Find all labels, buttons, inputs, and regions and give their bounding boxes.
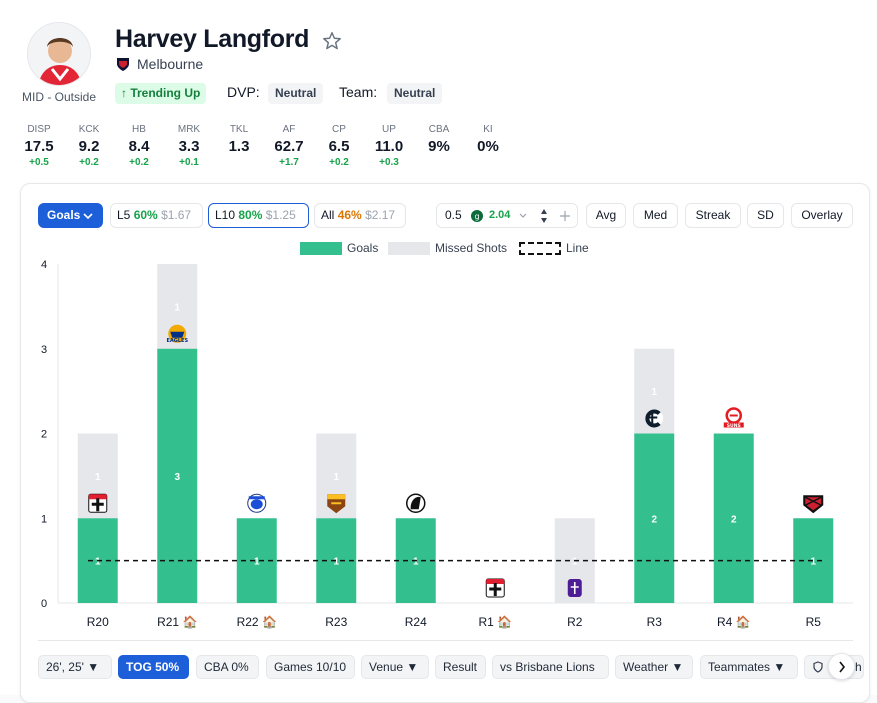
favorite-star-icon[interactable] <box>321 30 343 52</box>
plus-icon[interactable] <box>560 211 570 221</box>
stat-disp: DISP 17.5 +0.5 <box>24 124 54 168</box>
team-badge: Neutral <box>387 83 443 104</box>
weather-filter[interactable]: Weather ▼ <box>615 655 693 679</box>
player-name: Harvey Langford <box>115 25 310 53</box>
season-filter[interactable]: 26', 25' ▼ <box>38 655 112 679</box>
cba-filter[interactable]: CBA 0% <box>196 655 259 679</box>
legend-line-label: Line <box>566 241 589 255</box>
legend-goals-swatch <box>300 242 342 255</box>
bookmaker-icon: g <box>471 210 483 222</box>
stat-hb: HB 8.4 +0.2 <box>128 124 150 168</box>
svg-text:g: g <box>474 212 479 221</box>
stat-mrk: MRK 3.3 +0.1 <box>177 124 201 168</box>
stepper-arrows-icon[interactable] <box>539 207 549 225</box>
games-filter[interactable]: Games 10/10 <box>266 655 355 679</box>
chevron-right-icon <box>839 661 846 673</box>
legend-missed-swatch <box>388 242 430 255</box>
player-position: MID - Outside <box>21 90 96 104</box>
chart-card <box>20 183 870 703</box>
opponent-filter[interactable]: vs Brisbane Lions <box>492 655 609 679</box>
legend-line-swatch <box>519 242 561 255</box>
player-avatar <box>27 22 91 86</box>
venue-filter[interactable]: Venue ▼ <box>361 655 429 679</box>
sd-button[interactable]: SD <box>747 203 784 228</box>
stat-kck: KCK 9.2 +0.2 <box>78 124 100 168</box>
chevron-down-icon <box>519 213 527 218</box>
overlay-button[interactable]: Overlay <box>791 203 853 228</box>
stat-up: UP 11.0 +0.3 <box>374 124 404 168</box>
teammates-filter[interactable]: Teammates ▼ <box>700 655 798 679</box>
stat-cba: CBA 9% <box>428 124 450 155</box>
trending-up-badge: ↑ Trending Up <box>115 83 207 104</box>
dvp-badge: Neutral <box>268 83 324 104</box>
all-hit-rate[interactable]: All 46% $2.17 <box>314 203 406 228</box>
stat-select-dropdown[interactable]: Goals <box>38 203 103 228</box>
legend-goals-label: Goals <box>347 241 379 255</box>
l5-hit-rate[interactable]: L5 60% $1.67 <box>110 203 203 228</box>
filters-divider <box>38 640 853 641</box>
melbourne-logo-icon <box>117 58 129 71</box>
stat-tkl: TKL 1.3 <box>228 124 250 155</box>
chevron-down-icon <box>83 213 93 220</box>
l10-hit-rate[interactable]: L10 80% $1.25 <box>208 203 309 228</box>
stat-af: AF 62.7 +1.7 <box>274 124 304 168</box>
team-label: Team: <box>339 84 378 100</box>
scroll-right-button[interactable] <box>828 653 855 680</box>
result-filter[interactable]: Result <box>435 655 486 679</box>
med-button[interactable]: Med <box>633 203 678 228</box>
avg-button[interactable]: Avg <box>586 203 626 228</box>
tog-filter[interactable]: TOG 50% <box>118 655 189 679</box>
stat-cp: CP 6.5 +0.2 <box>328 124 350 168</box>
streak-button[interactable]: Streak <box>685 203 741 228</box>
shield-icon <box>813 661 823 673</box>
dvp-label: DVP: <box>227 84 260 100</box>
player-club: Melbourne <box>137 56 204 72</box>
stat-ki: KI 0% <box>477 124 499 155</box>
line-selector[interactable]: 0.5 g 2.04 <box>436 203 578 228</box>
legend-missed-label: Missed Shots <box>435 241 508 255</box>
